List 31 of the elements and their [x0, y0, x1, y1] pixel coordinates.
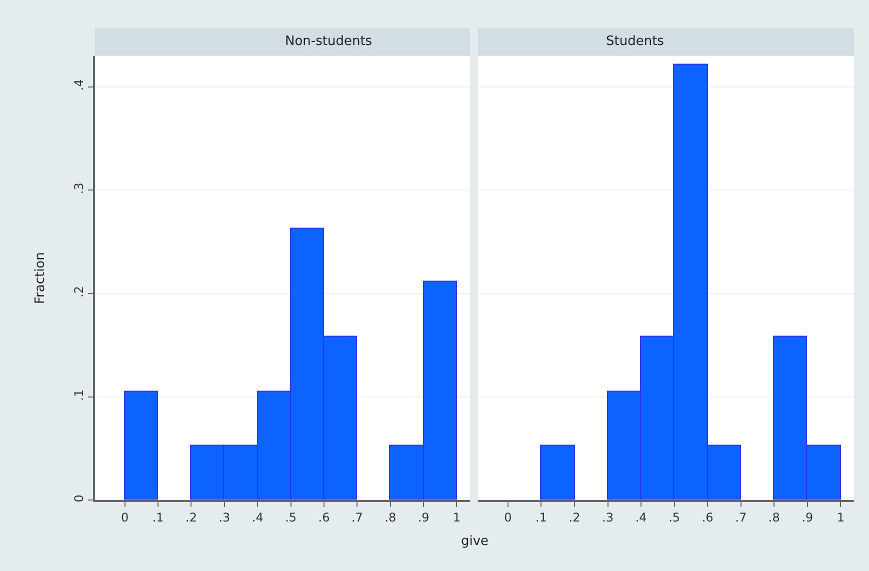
x-tick-label: 0	[121, 510, 129, 525]
x-tick-label: .7	[735, 510, 747, 525]
x-tick-label: .3	[602, 510, 614, 525]
x-tick-label: .6	[702, 510, 714, 525]
chart-title: Students	[606, 34, 664, 49]
x-tick-label: .8	[768, 510, 780, 525]
y-tick-label: .2	[72, 286, 86, 298]
x-tick-label: 1	[836, 510, 845, 525]
y-tick-label: .1	[72, 389, 86, 401]
x-tick-label: .4	[252, 510, 264, 525]
y-tick-label: .3	[72, 182, 86, 194]
y-tick-label: 0	[72, 494, 86, 502]
x-tick-label: .8	[384, 510, 396, 525]
x-axis-title: give	[461, 534, 489, 549]
x-tick-label: .5	[285, 510, 297, 525]
x-tick-label: .2	[568, 510, 580, 525]
x-tick-label: .9	[802, 510, 814, 525]
x-tick-label: .4	[635, 510, 647, 525]
x-tick-label: 0	[504, 510, 512, 525]
x-tick-label: .1	[152, 510, 164, 525]
chart-title: Non-students	[285, 34, 372, 49]
y-axis-title: Fraction	[32, 252, 48, 304]
x-tick-label: 1	[452, 510, 461, 525]
x-tick-label: .9	[418, 510, 430, 525]
x-tick-label: .5	[668, 510, 680, 525]
x-tick-label: .7	[351, 510, 363, 525]
x-tick-label: .6	[318, 510, 330, 525]
x-tick-label: .2	[186, 510, 197, 525]
x-tick-label: .1	[535, 510, 547, 525]
y-tick-label: .4	[72, 79, 86, 91]
x-tick-label: .3	[218, 510, 230, 525]
